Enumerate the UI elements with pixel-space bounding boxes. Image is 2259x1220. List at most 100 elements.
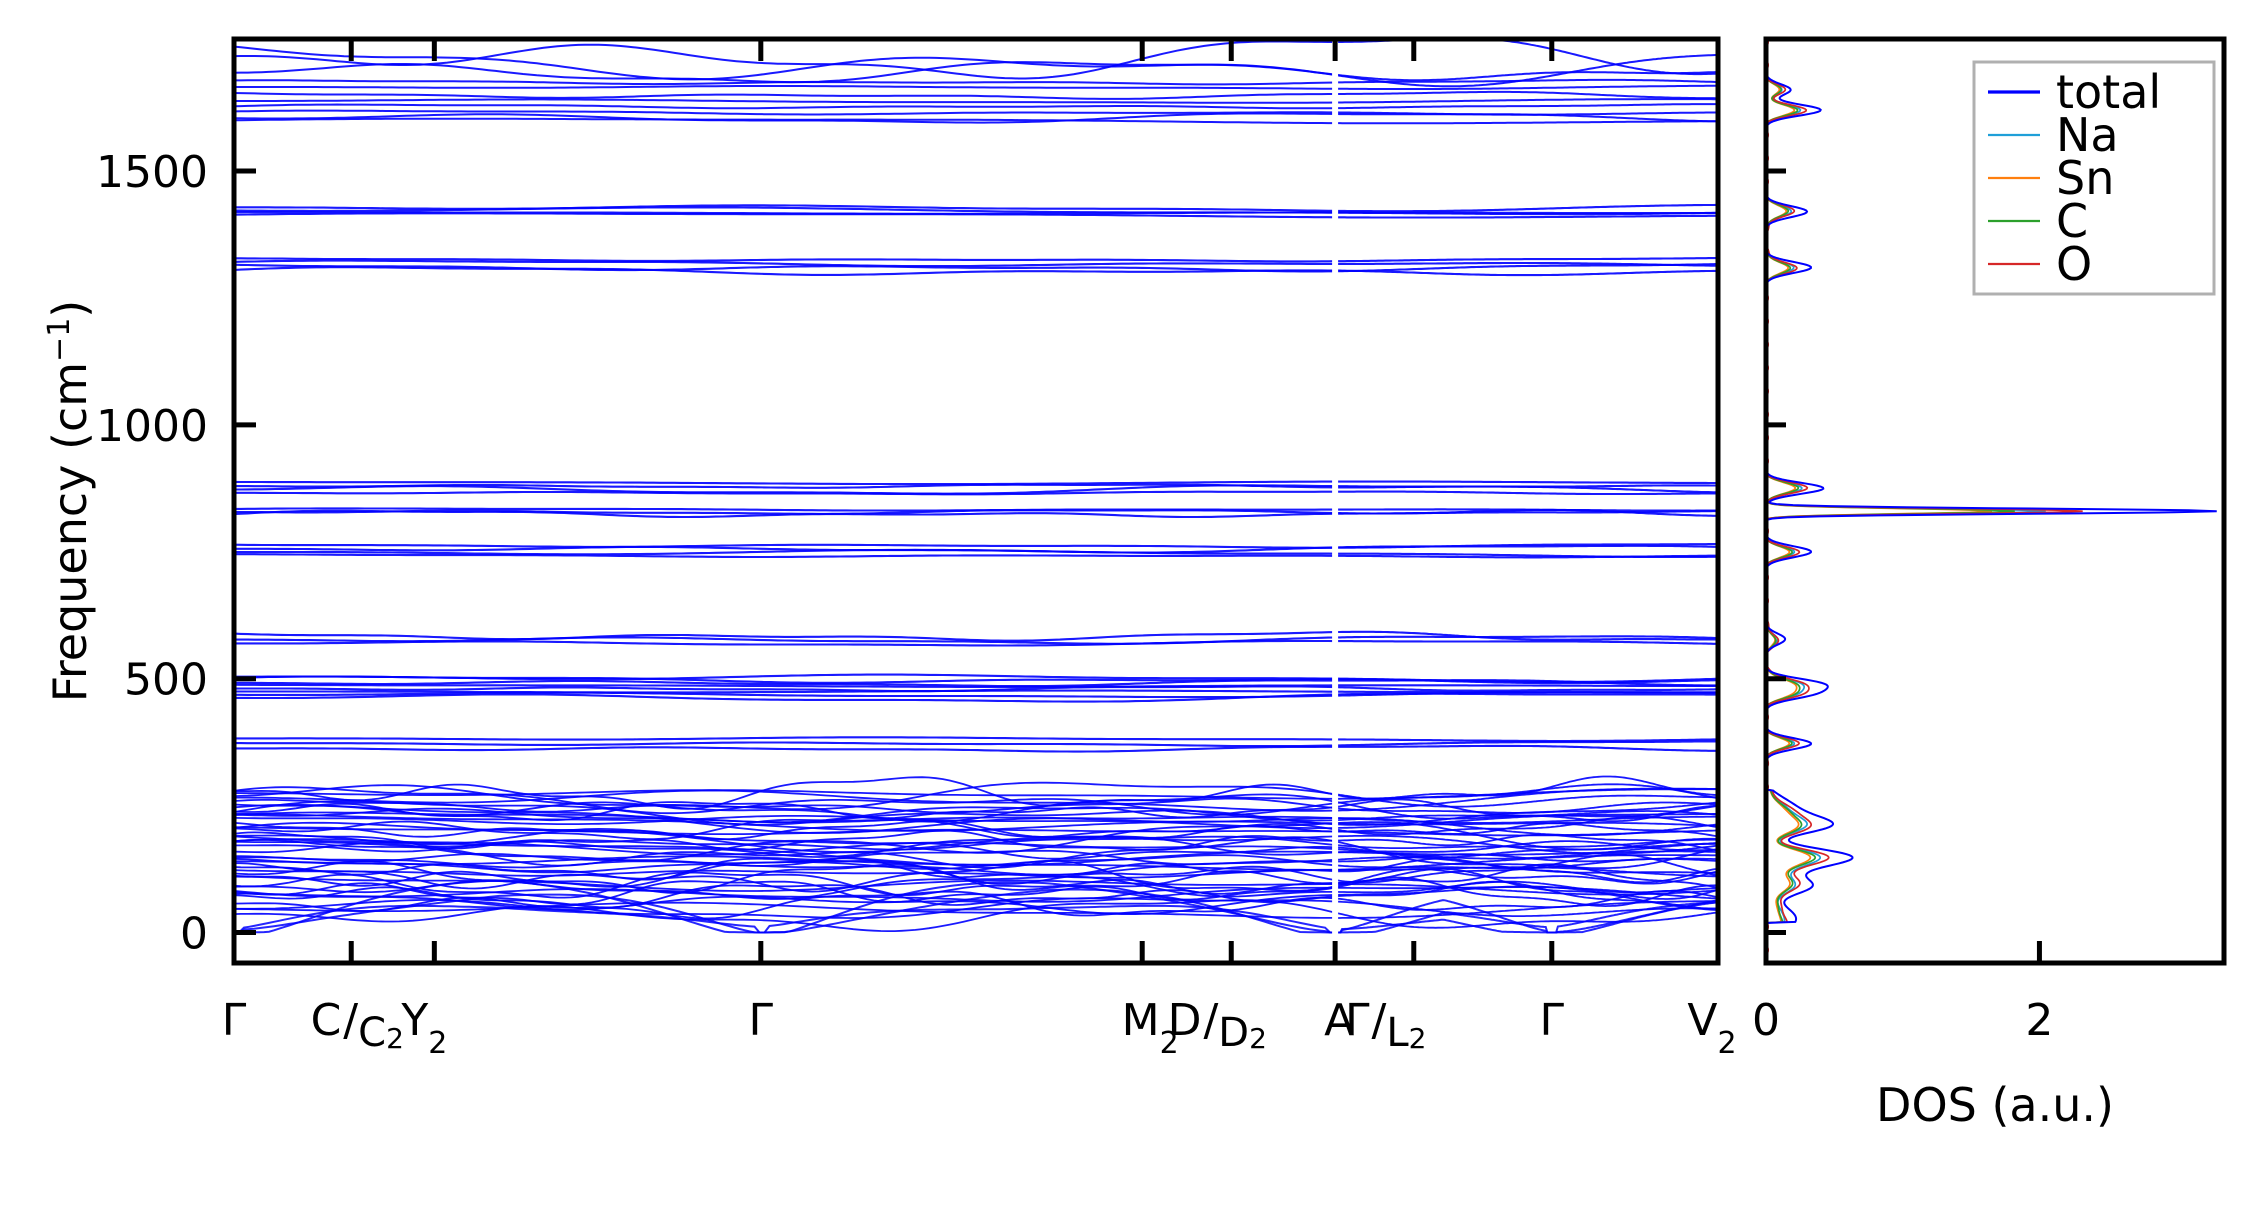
band-line xyxy=(234,689,1336,694)
band-line xyxy=(234,257,1336,263)
band-line xyxy=(1335,842,1719,860)
y-tick-label: 1500 xyxy=(96,147,208,198)
acoustic-band-line xyxy=(1335,899,1719,934)
band-line xyxy=(1334,71,1719,82)
band-line xyxy=(1335,684,1718,688)
band-line xyxy=(1335,834,1719,855)
band-line xyxy=(234,741,1336,748)
band-line xyxy=(1335,822,1719,838)
band-line xyxy=(1335,690,1718,694)
band-line xyxy=(1334,775,1719,800)
acoustic-band-line xyxy=(234,904,1336,934)
band-line xyxy=(1335,829,1718,837)
band-line xyxy=(1335,630,1719,641)
band-line xyxy=(1335,214,1718,219)
x-tick-label: V2 xyxy=(1687,995,1736,1061)
band-line xyxy=(233,884,1336,909)
band-line xyxy=(234,507,1336,512)
band-line xyxy=(1335,484,1718,489)
band-line xyxy=(234,636,1336,645)
legend-label-o: O xyxy=(2056,237,2092,291)
band-line xyxy=(1335,203,1718,213)
band-line xyxy=(1334,800,1719,820)
band-line xyxy=(233,797,1336,814)
band-line xyxy=(233,109,1336,116)
band-line xyxy=(1335,543,1718,549)
band-line xyxy=(234,483,1336,489)
band-line xyxy=(1335,37,1719,76)
band-line xyxy=(233,631,1336,642)
legend-label-sn: Sn xyxy=(2056,151,2114,205)
band-line xyxy=(1335,677,1719,683)
x-tick-label: A xyxy=(1324,995,1354,1046)
band-line xyxy=(1335,211,1719,216)
band-line xyxy=(1335,98,1718,104)
y-axis-label: Frequency (cm−1) xyxy=(42,300,98,703)
band-line xyxy=(1334,876,1718,908)
band-line xyxy=(1335,261,1719,267)
band-line xyxy=(233,781,1336,811)
band-line xyxy=(1335,480,1718,485)
legend-label-c: C xyxy=(2056,194,2088,248)
band-line xyxy=(1335,738,1718,743)
x-tick-label: Y2 xyxy=(400,995,447,1061)
band-line xyxy=(234,545,1336,554)
band-line xyxy=(233,849,1336,867)
band-line xyxy=(233,543,1336,549)
band-line xyxy=(233,776,1336,810)
band-line xyxy=(1335,868,1719,900)
band-line xyxy=(233,683,1336,688)
band-line xyxy=(234,490,1336,496)
band-line xyxy=(234,789,1336,812)
x-tick-label: Γ xyxy=(222,995,247,1046)
x-tick-label: Γ/L2 xyxy=(1345,995,1426,1056)
band-line xyxy=(233,890,1336,920)
band-line xyxy=(233,818,1336,840)
band-line xyxy=(233,92,1336,100)
band-line xyxy=(1335,880,1719,911)
band-line xyxy=(234,673,1336,681)
band-line xyxy=(1335,111,1719,116)
band-line xyxy=(1335,257,1718,263)
band-line xyxy=(1335,120,1719,125)
band-line xyxy=(234,789,1336,800)
y-tick-label: 0 xyxy=(180,909,208,960)
band-line xyxy=(234,98,1336,104)
band-line xyxy=(1335,269,1718,277)
band-line xyxy=(1334,911,1719,929)
band-line xyxy=(233,899,1336,932)
band-line xyxy=(233,821,1336,853)
band-line xyxy=(1335,837,1718,859)
x-tick-label: Γ xyxy=(749,995,774,1046)
band-axes-frame xyxy=(231,36,1721,966)
band-line xyxy=(1335,103,1718,110)
band-line xyxy=(1335,838,1718,849)
band-line xyxy=(1335,635,1719,640)
band-line xyxy=(1335,883,1719,896)
band-line xyxy=(234,679,1336,688)
band-line xyxy=(1334,793,1718,808)
dos-x-tick-label: 0 xyxy=(1752,995,1780,1046)
band-line xyxy=(1334,53,1719,88)
band-line xyxy=(1335,552,1718,559)
band-line xyxy=(233,480,1336,486)
x-tick-label: M2 xyxy=(1122,995,1179,1061)
band-line xyxy=(233,45,1336,81)
legend-label-total: total xyxy=(2056,65,2161,119)
band-line xyxy=(1335,740,1719,747)
y-tick-label: 500 xyxy=(124,655,208,706)
band-line xyxy=(234,206,1336,214)
band-line xyxy=(233,103,1336,110)
band-line xyxy=(1335,510,1718,515)
band-line xyxy=(233,822,1336,854)
band-line xyxy=(233,869,1336,879)
band-line xyxy=(233,40,1336,80)
band-line xyxy=(233,880,1336,906)
band-line xyxy=(233,857,1336,888)
band-line xyxy=(1335,880,1719,894)
band-line xyxy=(233,112,1336,124)
dos-line xyxy=(1765,38,1993,963)
band-line xyxy=(234,855,1336,871)
x-tick-label: C/C2 xyxy=(311,995,404,1056)
